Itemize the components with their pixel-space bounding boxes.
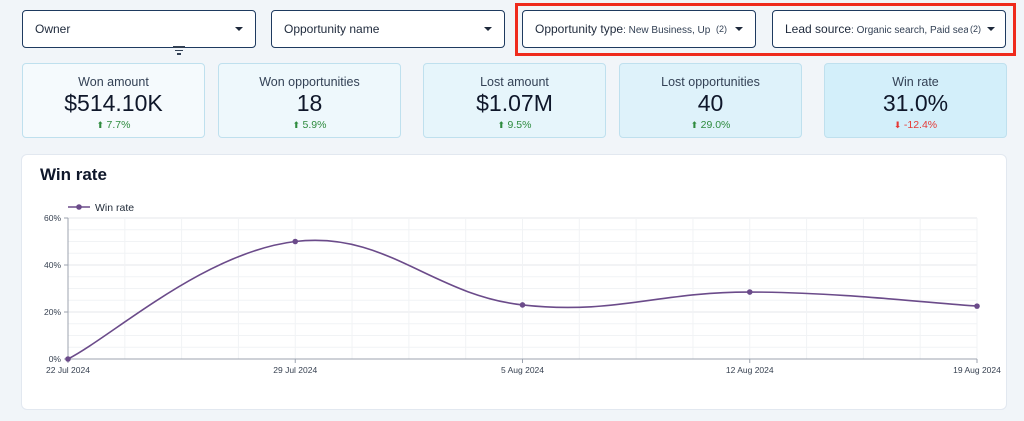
arrow-up-icon: ⬆ — [292, 120, 303, 130]
kpi-card-lost-amount: Lost amount $1.07M ⬆ 9.5% — [423, 63, 606, 138]
opportunity-type-filter-value: : New Business, Upsell — [623, 25, 710, 36]
kpi-delta: ⬆ 29.0% — [620, 119, 801, 131]
win-rate-chart-panel: Win rate 0% 20% 40% 60% 22 Jul 2024 29 Jul 20… — [21, 154, 1007, 410]
y-tick-label: 60% — [44, 213, 61, 223]
x-tick-label: 19 Aug 2024 — [953, 365, 1001, 375]
x-tick-label: 5 Aug 2024 — [501, 365, 544, 375]
y-tick-label: 20% — [44, 307, 61, 317]
kpi-label: Won opportunities — [259, 75, 360, 89]
kpi-delta-value: 7.7% — [106, 119, 131, 131]
arrow-down-icon: ⬇ — [893, 120, 904, 130]
lead-source-filter-value: : Organic search, Paid search — [851, 25, 968, 36]
kpi-label: Won amount — [78, 75, 149, 89]
opportunity-name-filter[interactable]: Opportunity name — [271, 10, 505, 48]
kpi-card-win-rate: Win rate 31.0% ⬇ -12.4% — [824, 63, 1007, 138]
owner-filter[interactable]: Owner — [22, 10, 256, 48]
opportunity-type-filter[interactable]: Opportunity type: New Business, Upsell (… — [522, 10, 756, 48]
lead-source-filter-count: (2) — [970, 24, 981, 34]
kpi-value: 31.0% — [882, 90, 949, 116]
x-tick-label: 12 Aug 2024 — [726, 365, 774, 375]
data-point[interactable] — [519, 302, 526, 308]
win-rate-line-chart: 0% 20% 40% 60% 22 Jul 2024 29 Jul 2024 5 Aug 2… — [44, 202, 1001, 375]
chevron-down-icon — [987, 27, 995, 31]
chevron-down-icon — [235, 27, 243, 31]
kpi-card-lost-opportunities: Lost opportunities 40 ⬆ 29.0% — [619, 63, 802, 138]
x-tick-label: 29 Jul 2024 — [273, 365, 317, 375]
chevron-down-icon — [484, 27, 492, 31]
kpi-delta: ⬆ 9.5% — [424, 119, 605, 131]
owner-filter-label: Owner — [35, 22, 71, 36]
kpi-label: Win rate — [892, 75, 939, 89]
kpi-delta-value: -12.4% — [903, 119, 938, 131]
kpi-value: 18 — [296, 90, 323, 116]
lead-source-filter[interactable]: Lead source: Organic search, Paid search… — [772, 10, 1006, 48]
kpi-delta-value: 29.0% — [700, 119, 731, 131]
opportunity-type-filter-count: (2) — [716, 24, 727, 34]
lead-source-filter-label: Lead source — [785, 22, 852, 36]
sort-icon[interactable] — [173, 46, 185, 56]
kpi-label: Lost opportunities — [661, 75, 760, 89]
data-point[interactable] — [974, 303, 980, 309]
kpi-delta-value: 5.9% — [302, 119, 327, 131]
data-point[interactable] — [292, 238, 299, 245]
arrow-up-icon: ⬆ — [690, 120, 701, 130]
data-point[interactable] — [65, 356, 71, 362]
chart-title: Win rate — [40, 165, 107, 184]
kpi-label: Lost amount — [480, 75, 549, 89]
kpi-value: 40 — [697, 90, 724, 116]
opportunity-name-filter-label: Opportunity name — [284, 22, 380, 36]
kpi-card-won-amount: Won amount $514.10K ⬆ 7.7% — [22, 63, 205, 138]
kpi-value: $514.10K — [64, 90, 163, 116]
kpi-value: $1.07M — [476, 90, 553, 116]
opportunity-type-filter-label: Opportunity type — [535, 22, 624, 36]
y-tick-label: 0% — [49, 354, 62, 364]
arrow-up-icon: ⬆ — [96, 120, 107, 130]
filter-highlight-box — [515, 3, 1016, 56]
legend-label: Win rate — [95, 202, 134, 214]
arrow-up-icon: ⬆ — [497, 120, 508, 130]
kpi-card-won-opportunities: Won opportunities 18 ⬆ 5.9% — [218, 63, 401, 138]
chevron-down-icon — [735, 27, 743, 31]
y-tick-label: 40% — [44, 260, 61, 270]
legend-marker — [76, 204, 82, 210]
kpi-delta-value: 9.5% — [507, 119, 532, 131]
kpi-delta: ⬆ 7.7% — [23, 119, 204, 131]
data-point[interactable] — [746, 289, 753, 295]
kpi-delta: ⬆ 5.9% — [219, 119, 400, 131]
kpi-delta: ⬇ -12.4% — [825, 119, 1006, 131]
x-tick-label: 22 Jul 2024 — [46, 365, 90, 375]
